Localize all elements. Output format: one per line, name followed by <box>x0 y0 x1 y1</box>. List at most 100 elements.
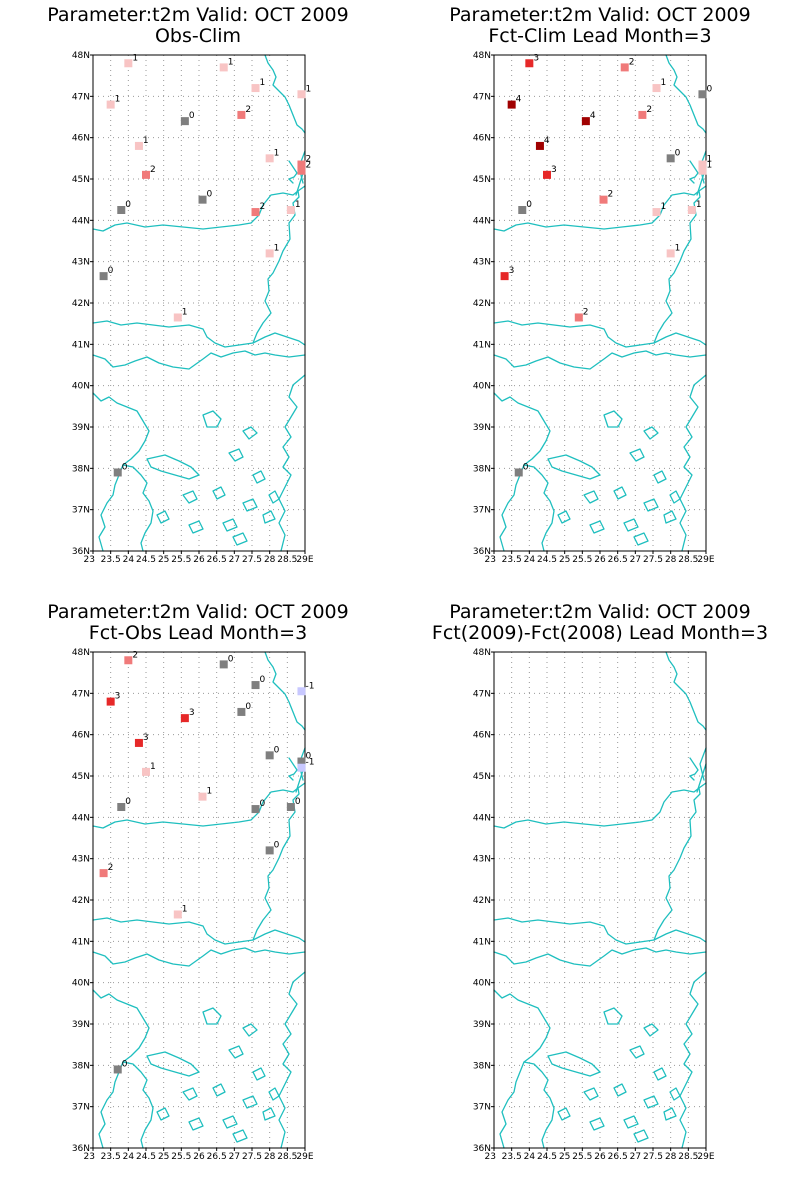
lat-tick-label: 43N <box>473 855 491 865</box>
station-marker <box>652 208 661 217</box>
station-value-label: 0 <box>260 799 266 809</box>
station-value-label: 2 <box>646 105 652 115</box>
lat-tick-label: 40N <box>473 382 491 392</box>
station-value-label: 1 <box>132 53 138 63</box>
lon-tick-label: 29E <box>697 1152 714 1162</box>
lon-tick-label: 24 <box>123 555 135 565</box>
lat-tick-label: 38N <box>72 464 90 474</box>
lat-tick-label: 40N <box>72 382 90 392</box>
lat-tick-label: 48N <box>473 648 491 658</box>
lon-tick-label: 26 <box>193 555 205 565</box>
lon-tick-label: 26.5 <box>608 1152 628 1162</box>
lon-tick-label: 23.5 <box>502 555 522 565</box>
lon-tick-label: 26.5 <box>207 555 227 565</box>
lon-tick-label: 27.5 <box>643 1152 663 1162</box>
station-marker <box>535 141 544 150</box>
lat-tick-label: 41N <box>473 340 491 350</box>
station-marker <box>297 763 306 772</box>
lon-tick-label: 25 <box>158 1152 169 1162</box>
station-value-label: 0 <box>207 190 213 200</box>
lon-tick-label: 23 <box>485 555 496 565</box>
lat-tick-label: 41N <box>72 937 90 947</box>
station-marker <box>525 59 534 68</box>
station-value-label: 3 <box>509 266 515 276</box>
station-marker <box>251 681 260 690</box>
lon-tick-label: 25.5 <box>171 1152 191 1162</box>
lat-tick-label: 44N <box>72 813 90 823</box>
lat-tick-label: 44N <box>473 216 491 226</box>
station-value-label: -1 <box>305 758 314 768</box>
lat-tick-label: 46N <box>72 731 90 741</box>
station-value-label: 0 <box>122 1059 128 1069</box>
station-marker <box>297 160 306 169</box>
lat-tick-label: 40N <box>72 979 90 989</box>
station-marker <box>180 117 189 126</box>
lon-tick-label: 25 <box>559 555 570 565</box>
station-marker <box>514 468 523 477</box>
station-value-label: 0 <box>189 111 195 121</box>
station-value-label: 1 <box>228 57 234 67</box>
station-value-label: 0 <box>108 266 114 276</box>
lon-tick-label: 27.5 <box>643 555 663 565</box>
lat-tick-label: 42N <box>72 299 90 309</box>
station-marker <box>173 910 182 919</box>
lon-tick-label: 27 <box>229 555 240 565</box>
station-value-label: -1 <box>305 681 314 691</box>
station-value-label: 0 <box>274 745 280 755</box>
lat-tick-label: 46N <box>473 731 491 741</box>
station-marker <box>500 272 509 281</box>
station-value-label: 4 <box>590 111 596 121</box>
lon-tick-label: 28 <box>264 555 276 565</box>
station-value-label: 1 <box>696 200 702 210</box>
lat-tick-label: 47N <box>473 92 491 102</box>
station-value-label: 1 <box>661 202 667 212</box>
station-marker <box>134 141 143 150</box>
lon-tick-label: 27.5 <box>242 555 262 565</box>
station-value-label: 0 <box>675 148 681 158</box>
lat-tick-label: 45N <box>473 175 491 185</box>
station-marker <box>297 757 306 766</box>
station-value-label: 1 <box>274 148 280 158</box>
station-value-label: 1 <box>115 95 121 105</box>
lat-tick-label: 48N <box>72 648 90 658</box>
station-marker <box>173 313 182 322</box>
station-value-label: 1 <box>305 84 311 94</box>
station-value-label: 0 <box>228 654 234 664</box>
lon-tick-label: 26.5 <box>608 555 628 565</box>
station-marker <box>581 117 590 126</box>
lon-tick-label: 23 <box>84 1152 95 1162</box>
station-value-label: 3 <box>533 53 539 63</box>
lat-tick-label: 39N <box>473 1020 491 1030</box>
station-marker <box>106 697 115 706</box>
lat-tick-label: 45N <box>72 175 90 185</box>
lat-tick-label: 37N <box>473 506 491 516</box>
station-marker <box>698 160 707 169</box>
station-marker <box>265 846 274 855</box>
lon-tick-label: 27.5 <box>242 1152 262 1162</box>
lon-tick-label: 23.5 <box>502 1152 522 1162</box>
station-marker <box>113 468 122 477</box>
station-value-label: 4 <box>544 136 550 146</box>
lat-tick-label: 47N <box>72 92 90 102</box>
station-value-label: 1 <box>675 243 681 253</box>
station-marker <box>117 803 126 811</box>
station-value-label: 0 <box>295 797 301 807</box>
station-value-label: 0 <box>706 84 712 94</box>
station-marker <box>599 195 608 204</box>
panel-subtitle: Fct-Obs Lead Month=3 <box>89 622 307 644</box>
lon-tick-label: 28 <box>665 555 677 565</box>
station-marker <box>99 272 108 281</box>
lon-tick-label: 24.5 <box>537 1152 557 1162</box>
panel-subtitle: Fct-Clim Lead Month=3 <box>488 25 711 47</box>
lat-tick-label: 42N <box>72 896 90 906</box>
station-value-label: 1 <box>182 307 188 317</box>
lon-tick-label: 28.5 <box>678 555 698 565</box>
lon-tick-label: 23 <box>84 555 95 565</box>
lat-tick-label: 45N <box>473 772 491 782</box>
lon-tick-label: 24.5 <box>136 1152 156 1162</box>
station-marker <box>142 170 150 179</box>
grid-lines <box>93 652 305 1148</box>
lon-tick-label: 24.5 <box>136 555 156 565</box>
